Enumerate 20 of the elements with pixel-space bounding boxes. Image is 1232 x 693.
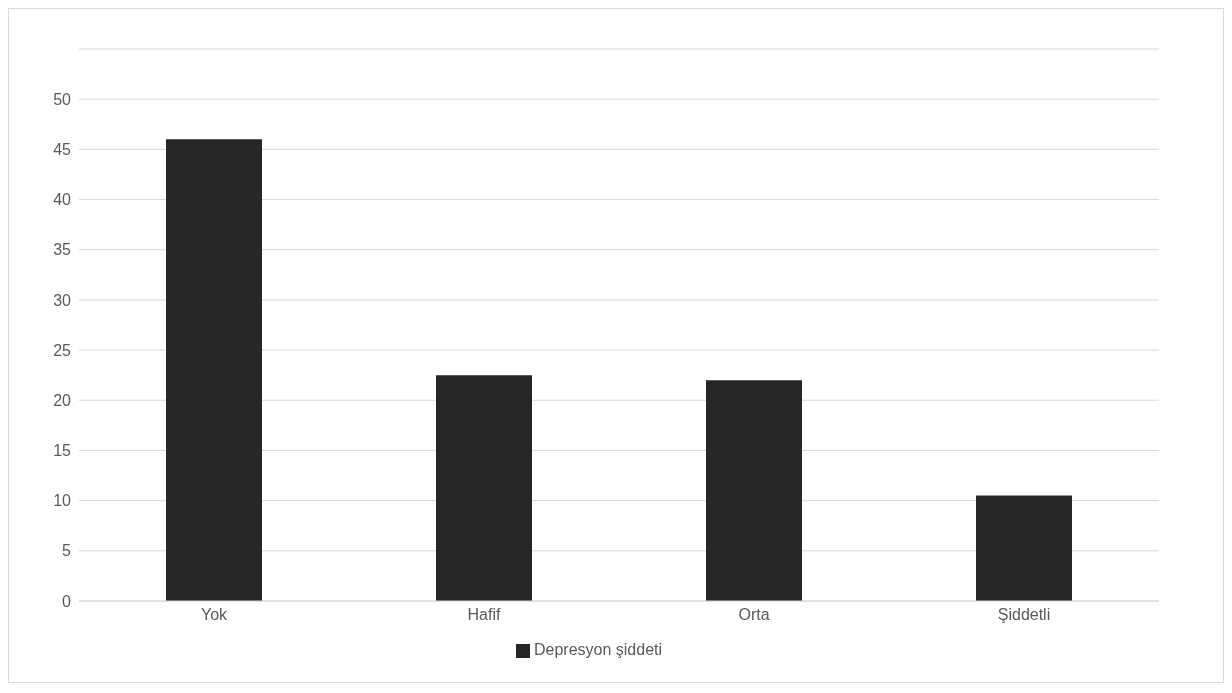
y-tick-label: 5 (62, 542, 72, 560)
x-tick-label: Yok (200, 606, 229, 624)
y-tick-label: 50 (53, 90, 72, 108)
bar (706, 380, 802, 601)
y-tick-label: 25 (53, 341, 72, 359)
y-tick-label: 20 (53, 391, 72, 409)
y-tick-label: 45 (53, 141, 72, 159)
y-tick-label: 35 (53, 241, 72, 259)
y-tick-label: 40 (53, 191, 72, 209)
x-tick-label: Şiddetli (997, 606, 1051, 624)
legend-label: Depresyon şiddeti (533, 641, 663, 658)
bar (976, 495, 1072, 601)
y-tick-label: 30 (53, 291, 72, 309)
x-tick-label: Hafif (467, 606, 501, 624)
y-tick-label: 10 (53, 492, 72, 510)
bar (436, 375, 532, 601)
y-tick-label: 0 (62, 592, 72, 610)
y-tick-label: 15 (53, 442, 72, 460)
x-tick-label: Orta (738, 606, 770, 624)
bar (166, 139, 262, 601)
